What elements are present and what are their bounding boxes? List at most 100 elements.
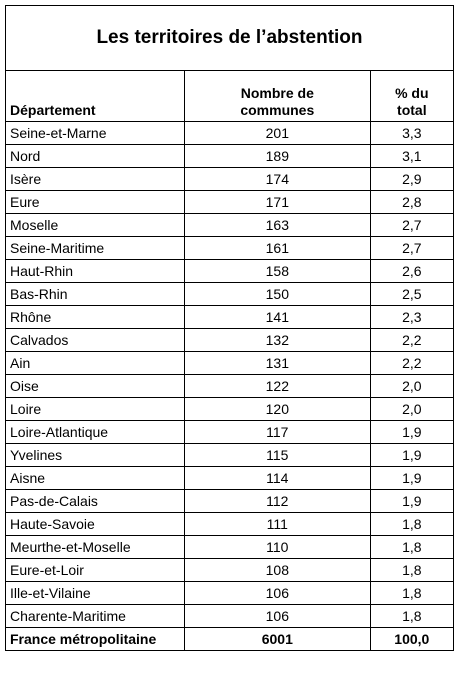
dept-cell: Yvelines xyxy=(5,443,185,467)
dept-cell: Haut-Rhin xyxy=(5,259,185,283)
table-row: Oise 122 2,0 xyxy=(5,374,454,398)
header-communes-line2: communes xyxy=(240,102,315,118)
table-row: Ain 131 2,2 xyxy=(5,351,454,375)
dept-cell: Seine-et-Marne xyxy=(5,121,185,145)
count-cell: 120 xyxy=(183,397,371,421)
header-row: Département Nombre de communes % du tota… xyxy=(5,70,454,122)
count-cell: 201 xyxy=(183,121,371,145)
header-pct: % du total xyxy=(369,70,454,122)
dept-cell: Calvados xyxy=(5,328,185,352)
count-cell: 117 xyxy=(183,420,371,444)
pct-cell: 2,5 xyxy=(369,282,454,306)
count-cell: 115 xyxy=(183,443,371,467)
table-row: Isère 174 2,9 xyxy=(5,167,454,191)
dept-cell: Loire-Atlantique xyxy=(5,420,185,444)
pct-cell: 1,9 xyxy=(369,489,454,513)
header-pct-line1: % du xyxy=(395,85,429,101)
pct-cell: 2,3 xyxy=(369,305,454,329)
table-row: Eure-et-Loir 108 1,8 xyxy=(5,558,454,582)
pct-cell: 2,9 xyxy=(369,167,454,191)
count-cell: 6001 xyxy=(183,627,371,651)
dept-cell: Haute-Savoie xyxy=(5,512,185,536)
pct-cell: 1,9 xyxy=(369,466,454,490)
dept-cell: Bas-Rhin xyxy=(5,282,185,306)
pct-cell: 1,8 xyxy=(369,535,454,559)
pct-cell: 2,8 xyxy=(369,190,454,214)
count-cell: 171 xyxy=(183,190,371,214)
pct-cell: 2,7 xyxy=(369,236,454,260)
pct-cell: 2,2 xyxy=(369,328,454,352)
pct-cell: 2,6 xyxy=(369,259,454,283)
header-communes-line1: Nombre de xyxy=(240,85,314,101)
dept-cell: Seine-Maritime xyxy=(5,236,185,260)
dept-cell: Nord xyxy=(5,144,185,168)
count-cell: 189 xyxy=(183,144,371,168)
dept-cell: Ille-et-Vilaine xyxy=(5,581,185,605)
table-title: Les territoires de l’abstention xyxy=(5,5,454,71)
pct-cell: 2,0 xyxy=(369,397,454,421)
table-row: Loire 120 2,0 xyxy=(5,397,454,421)
pct-cell: 1,8 xyxy=(369,558,454,582)
table-row: Seine-et-Marne 201 3,3 xyxy=(5,121,454,145)
dept-cell: Moselle xyxy=(5,213,185,237)
count-cell: 108 xyxy=(183,558,371,582)
table-row: Moselle 163 2,7 xyxy=(5,213,454,237)
pct-cell: 1,8 xyxy=(369,604,454,628)
count-cell: 161 xyxy=(183,236,371,260)
table-row: Nord 189 3,1 xyxy=(5,144,454,168)
title-row: Les territoires de l’abstention xyxy=(5,5,454,71)
pct-cell: 1,9 xyxy=(369,420,454,444)
dept-cell: Rhône xyxy=(5,305,185,329)
dept-cell: Pas-de-Calais xyxy=(5,489,185,513)
dept-cell: Aisne xyxy=(5,466,185,490)
count-cell: 132 xyxy=(183,328,371,352)
table-row: Pas-de-Calais 112 1,9 xyxy=(5,489,454,513)
pct-cell: 2,0 xyxy=(369,374,454,398)
count-cell: 131 xyxy=(183,351,371,375)
total-row: France métropolitaine 6001 100,0 xyxy=(5,627,454,651)
pct-cell: 3,3 xyxy=(369,121,454,145)
dept-cell: Charente-Maritime xyxy=(5,604,185,628)
count-cell: 163 xyxy=(183,213,371,237)
table-row: Charente-Maritime 106 1,8 xyxy=(5,604,454,628)
table-row: Haute-Savoie 111 1,8 xyxy=(5,512,454,536)
header-communes: Nombre de communes xyxy=(183,70,371,122)
table-row: Rhône 141 2,3 xyxy=(5,305,454,329)
count-cell: 106 xyxy=(183,604,371,628)
pct-cell: 100,0 xyxy=(369,627,454,651)
dept-cell: France métropolitaine xyxy=(5,627,185,651)
pct-cell: 2,2 xyxy=(369,351,454,375)
count-cell: 158 xyxy=(183,259,371,283)
pct-cell: 2,7 xyxy=(369,213,454,237)
pct-cell: 1,9 xyxy=(369,443,454,467)
pct-cell: 1,8 xyxy=(369,512,454,536)
table-row: Haut-Rhin 158 2,6 xyxy=(5,259,454,283)
table-row: Loire-Atlantique 117 1,9 xyxy=(5,420,454,444)
header-departement: Département xyxy=(5,70,185,122)
count-cell: 141 xyxy=(183,305,371,329)
pct-cell: 3,1 xyxy=(369,144,454,168)
dept-cell: Eure xyxy=(5,190,185,214)
dept-cell: Eure-et-Loir xyxy=(5,558,185,582)
table-row: Eure 171 2,8 xyxy=(5,190,454,214)
dept-cell: Loire xyxy=(5,397,185,421)
count-cell: 111 xyxy=(183,512,371,536)
count-cell: 112 xyxy=(183,489,371,513)
count-cell: 174 xyxy=(183,167,371,191)
table-row: Meurthe-et-Moselle 110 1,8 xyxy=(5,535,454,559)
table-row: Yvelines 115 1,9 xyxy=(5,443,454,467)
table-row: Aisne 114 1,9 xyxy=(5,466,454,490)
table-row: Calvados 132 2,2 xyxy=(5,328,454,352)
count-cell: 150 xyxy=(183,282,371,306)
table-row: Seine-Maritime 161 2,7 xyxy=(5,236,454,260)
count-cell: 110 xyxy=(183,535,371,559)
count-cell: 114 xyxy=(183,466,371,490)
count-cell: 106 xyxy=(183,581,371,605)
count-cell: 122 xyxy=(183,374,371,398)
dept-cell: Oise xyxy=(5,374,185,398)
table-row: Bas-Rhin 150 2,5 xyxy=(5,282,454,306)
header-pct-line2: total xyxy=(397,102,427,118)
abstention-table: Les territoires de l’abstention Départem… xyxy=(5,5,454,651)
dept-cell: Isère xyxy=(5,167,185,191)
